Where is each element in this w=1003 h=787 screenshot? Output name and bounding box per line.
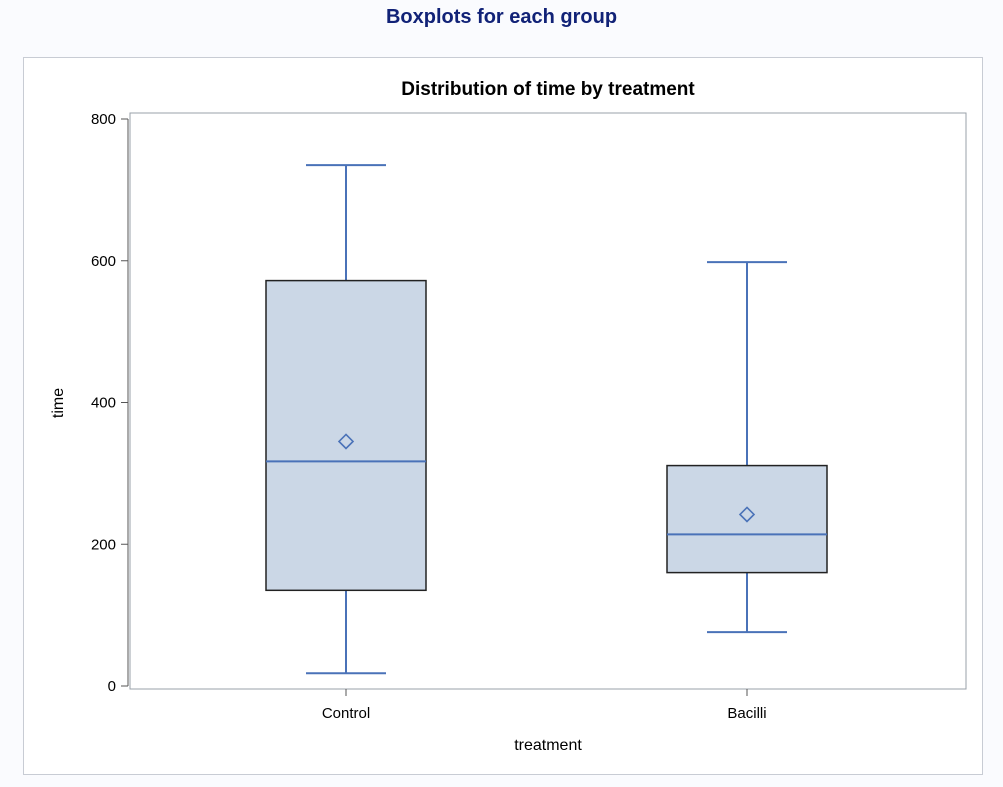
box-bacilli: [666, 261, 828, 634]
mean-marker: [738, 506, 756, 523]
y-tick-label: 0: [108, 678, 116, 695]
y-axis-label: time: [50, 388, 67, 418]
chart-frame: Distribution of time by treatment 0 200 40…: [23, 57, 983, 775]
iqr-box: [666, 464, 828, 574]
box-control: [265, 164, 427, 675]
x-tick-label: Bacilli: [727, 705, 766, 722]
x-tick-label: Control: [322, 705, 370, 722]
plot-area: [129, 112, 967, 690]
boxes-group: [265, 164, 828, 675]
y-tick-label: 400: [91, 395, 116, 412]
y-axis: 0 200 400 600 800: [91, 111, 129, 695]
mean-marker: [337, 433, 355, 450]
page-title: Boxplots for each group: [385, 6, 618, 28]
boxplot-chart: Distribution of time by treatment 0 200 40…: [50, 79, 967, 754]
y-tick-label: 200: [91, 536, 116, 553]
x-axis-label: treatment: [514, 737, 582, 754]
y-tick-label: 600: [91, 253, 116, 270]
chart-title: Distribution of time by treatment: [401, 79, 695, 100]
y-tick-label: 800: [91, 111, 116, 128]
x-axis: Control Bacilli: [322, 689, 767, 722]
